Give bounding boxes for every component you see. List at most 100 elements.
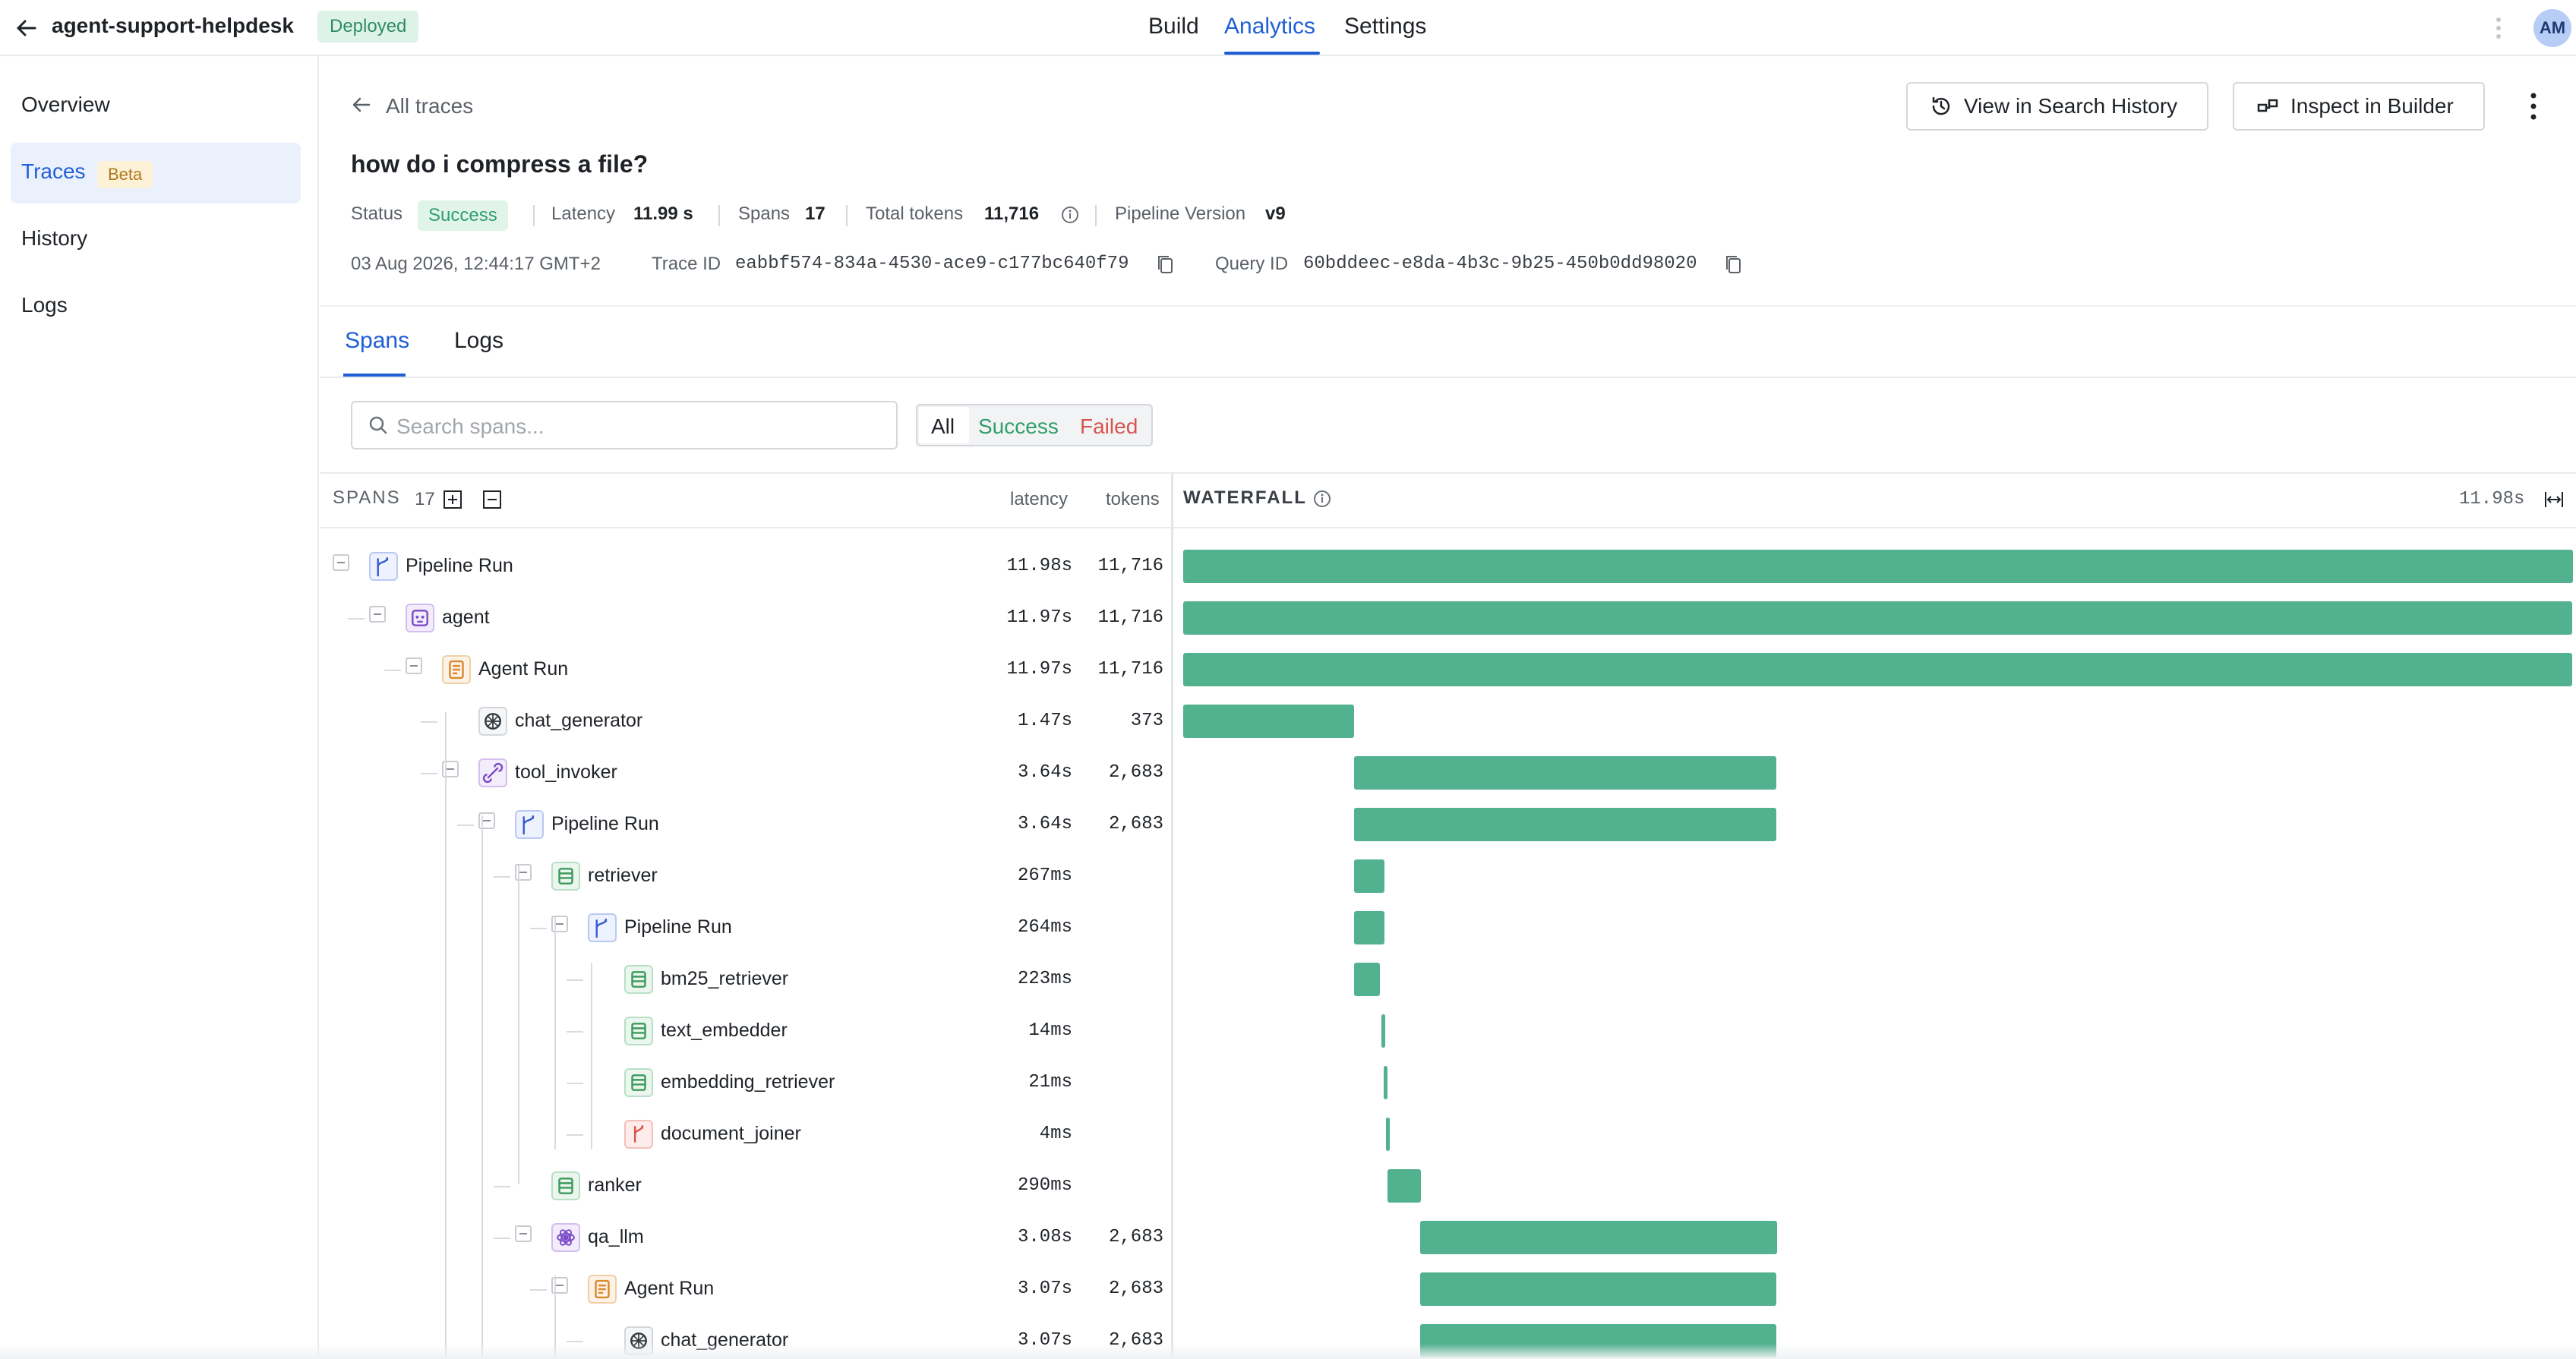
tree-connector	[348, 618, 365, 620]
waterfall-bar[interactable]	[1183, 705, 1354, 738]
waterfall-bar[interactable]	[1353, 808, 1776, 841]
waterfall-bar[interactable]	[1419, 1221, 1778, 1254]
spans-value: 17	[805, 203, 826, 224]
span-name[interactable]: tool_invoker	[515, 761, 617, 783]
copy-icon[interactable]	[1156, 254, 1176, 276]
builder-icon	[2257, 99, 2278, 112]
spans-count: 17	[415, 489, 435, 509]
waterfall-bar[interactable]	[1387, 1169, 1422, 1203]
collapse-toggle-icon[interactable]	[333, 554, 349, 571]
collapse-toggle-icon[interactable]	[551, 1277, 568, 1294]
span-name[interactable]: embedding_retriever	[661, 1071, 835, 1093]
collapse-toggle-icon[interactable]	[551, 916, 568, 932]
fit-width-icon[interactable]	[2543, 489, 2565, 510]
info-icon[interactable]	[1312, 489, 1332, 509]
span-name[interactable]: text_embedder	[661, 1020, 788, 1041]
span-name[interactable]: chat_generator	[515, 710, 643, 731]
spans-label: Spans	[738, 203, 791, 224]
collapse-toggle-icon[interactable]	[369, 606, 386, 623]
beta-badge: Beta	[97, 161, 153, 188]
total-tokens-value: 11,716	[984, 203, 1040, 224]
search-spans-input[interactable]: Search spans...	[351, 401, 898, 449]
waterfall-bar[interactable]	[1353, 859, 1385, 893]
tokens-column-header: tokens	[1106, 489, 1160, 509]
tree-connector	[567, 1083, 583, 1084]
span-tokens: 2,683	[1108, 1279, 1163, 1299]
waterfall-bar[interactable]	[1353, 911, 1384, 944]
tab-logs[interactable]: Logs	[454, 328, 504, 353]
collapse-toggle-icon[interactable]	[478, 812, 495, 829]
component-icon	[551, 1171, 580, 1200]
nav-active-indicator	[1224, 52, 1320, 55]
span-name[interactable]: Agent Run	[478, 658, 569, 680]
all-traces-link[interactable]: All traces	[386, 94, 474, 118]
waterfall-bar[interactable]	[1384, 1066, 1388, 1099]
waterfall-bar[interactable]	[1353, 963, 1380, 996]
status-badge: Success	[418, 200, 508, 231]
waterfall-bar[interactable]	[1386, 1118, 1391, 1151]
span-name[interactable]: document_joiner	[661, 1123, 801, 1144]
tabs-divider	[320, 377, 2576, 378]
avatar[interactable]: AM	[2533, 9, 2571, 47]
span-tokens: 11,716	[1097, 556, 1163, 576]
sidebar-item-traces-bg[interactable]	[11, 143, 301, 203]
span-latency: 267ms	[1017, 866, 1072, 886]
tree-guide	[591, 963, 592, 1149]
waterfall-bar[interactable]	[1183, 601, 2572, 635]
span-tokens: 11,716	[1097, 607, 1163, 628]
span-name[interactable]: ranker	[588, 1175, 642, 1196]
sidebar-item-traces[interactable]: Traces	[21, 159, 86, 183]
expand-all-icon[interactable]	[442, 489, 463, 510]
sidebar-item-logs[interactable]: Logs	[21, 293, 68, 317]
collapse-toggle-icon[interactable]	[406, 657, 422, 674]
openai-icon	[478, 707, 507, 736]
span-latency: 11.98s	[1006, 556, 1072, 576]
sidebar-item-history[interactable]: History	[21, 226, 88, 250]
span-name[interactable]: retriever	[588, 865, 658, 886]
agent-run-icon	[442, 655, 471, 684]
waterfall-bar[interactable]	[1419, 1272, 1776, 1306]
more-vertical-icon[interactable]	[2494, 15, 2503, 41]
waterfall-bar[interactable]	[1381, 1014, 1386, 1048]
span-name[interactable]: Agent Run	[624, 1278, 715, 1299]
info-icon[interactable]	[1060, 205, 1080, 225]
llm-icon	[551, 1223, 580, 1252]
tab-spans[interactable]: Spans	[345, 328, 410, 353]
waterfall-bar[interactable]	[1183, 653, 2572, 686]
span-latency: 264ms	[1017, 917, 1072, 938]
back-arrow-icon[interactable]	[14, 15, 39, 41]
span-name[interactable]: agent	[442, 607, 490, 628]
nav-analytics[interactable]: Analytics	[1224, 14, 1316, 39]
more-vertical-icon[interactable]	[2526, 91, 2541, 121]
view-search-history-button[interactable]: View in Search History	[1906, 82, 2208, 131]
tree-guide	[518, 866, 519, 1184]
span-name[interactable]: Pipeline Run	[624, 916, 732, 938]
span-name[interactable]: Pipeline Run	[551, 813, 659, 834]
nav-settings[interactable]: Settings	[1344, 14, 1427, 39]
sidebar-item-overview[interactable]: Overview	[21, 93, 110, 116]
collapse-toggle-icon[interactable]	[515, 1225, 532, 1242]
span-name[interactable]: bm25_retriever	[661, 968, 789, 989]
collapse-toggle-icon[interactable]	[515, 864, 532, 881]
agent-icon	[406, 604, 434, 632]
filter-all[interactable]: All	[931, 415, 955, 438]
status-label: Status	[351, 203, 403, 224]
divider	[320, 527, 2576, 528]
tree-connector	[567, 1031, 583, 1033]
inspect-builder-button[interactable]: Inspect in Builder	[2233, 82, 2485, 131]
filter-success[interactable]: Success	[978, 415, 1059, 438]
filter-failed[interactable]: Failed	[1080, 415, 1138, 438]
back-arrow-icon[interactable]	[349, 93, 374, 117]
trace-query-title: how do i compress a file?	[351, 150, 649, 178]
nav-build[interactable]: Build	[1148, 14, 1199, 39]
collapse-toggle-icon[interactable]	[442, 761, 459, 777]
waterfall-bar[interactable]	[1353, 756, 1776, 790]
waterfall-bar[interactable]	[1183, 550, 2573, 583]
tree-connector	[567, 979, 583, 981]
span-name[interactable]: qa_llm	[588, 1226, 644, 1247]
bottom-edge	[0, 1344, 2576, 1359]
span-name[interactable]: Pipeline Run	[406, 555, 513, 576]
collapse-all-icon[interactable]	[481, 489, 503, 510]
copy-icon[interactable]	[1724, 254, 1744, 276]
tree-guide	[445, 712, 447, 1359]
